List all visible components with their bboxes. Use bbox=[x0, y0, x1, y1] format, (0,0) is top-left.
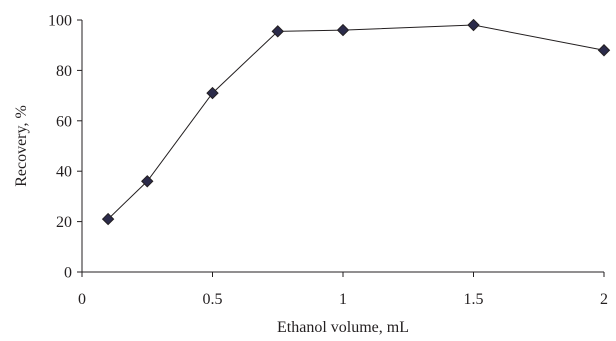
x-tick-label: 0.5 bbox=[203, 291, 223, 308]
x-tick-label: 0 bbox=[78, 291, 86, 308]
series-plot bbox=[101, 18, 611, 226]
data-point bbox=[141, 175, 154, 188]
y-tick-label: 0 bbox=[64, 265, 72, 282]
x-axis-title: Ethanol volume, mL bbox=[277, 319, 409, 336]
x-tick-label: 2 bbox=[600, 291, 608, 308]
y-tick-label: 80 bbox=[56, 63, 72, 80]
y-tick-label: 100 bbox=[48, 13, 72, 30]
data-point bbox=[597, 44, 611, 57]
y-axis: 0 20 40 60 80 100 bbox=[48, 13, 83, 282]
y-tick-label: 60 bbox=[56, 113, 72, 130]
y-tick-label: 20 bbox=[56, 214, 72, 231]
y-tick-label: 40 bbox=[56, 164, 72, 181]
x-tick-label: 1.5 bbox=[464, 291, 484, 308]
x-tick-label: 1 bbox=[339, 291, 347, 308]
data-point bbox=[101, 212, 115, 226]
data-point bbox=[271, 25, 284, 38]
data-point bbox=[336, 23, 350, 37]
y-axis-title: Recovery, % bbox=[13, 105, 30, 187]
data-point bbox=[206, 86, 219, 100]
series-line bbox=[107, 24, 605, 220]
data-point bbox=[467, 18, 480, 32]
x-axis: 0 0.5 1 1.5 2 bbox=[78, 271, 608, 308]
